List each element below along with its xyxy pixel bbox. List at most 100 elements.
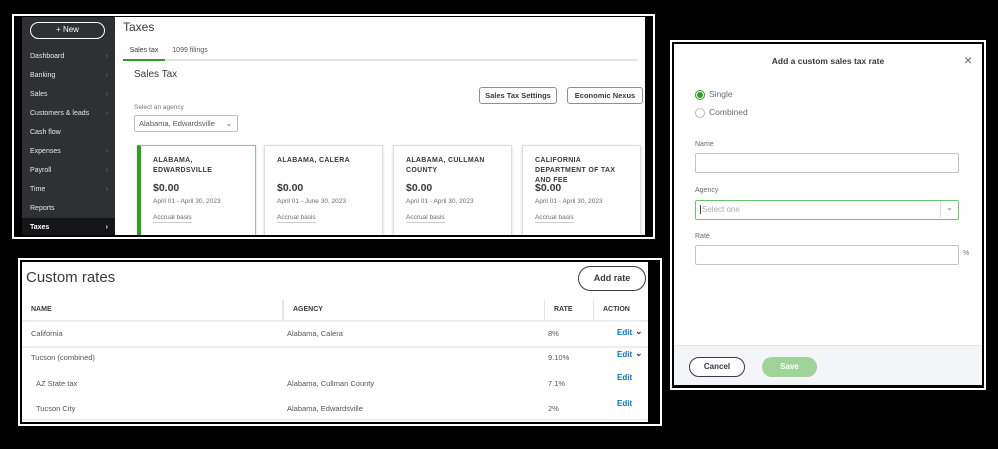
agency-card[interactable]: ALABAMA, CALERA $0.00 April 01 - June 30… [264,145,383,235]
chevron-down-icon[interactable]: ⌄ [635,348,643,358]
taxes-page: + New Dashboard › Banking › Sales › Customers … [22,17,645,235]
sidebar-item-time[interactable]: Time › [22,180,115,199]
name-input[interactable] [695,153,959,173]
sidebar-item-label: Sales [30,91,48,98]
main-content: Taxes Sales tax 1099 filings Sales Tax S… [115,17,645,235]
rate-name: California [31,329,63,338]
column-header-agency[interactable]: AGENCY [283,300,545,320]
percent-suffix: % [963,250,970,257]
sidebar-item-reports[interactable]: Reports [22,199,115,218]
tax-period: April 01 - April 30, 2023 [406,198,474,205]
name-label: Name [695,141,714,148]
sidebar: + New Dashboard › Banking › Sales › Customers … [22,17,115,235]
agency-card[interactable]: ALABAMA, CULLMAN COUNTY $0.00 April 01 -… [393,145,512,235]
agency-select-value: Alabama, Edwardsville [139,119,215,128]
chevron-right-icon: › [105,72,108,79]
tab-1099-filings[interactable]: 1099 filings [172,47,208,54]
rate-value: 7.1% [548,379,566,388]
rate-name: Tucson (combined) [31,353,95,362]
accounting-basis[interactable]: Accrual basis [277,214,316,223]
frame [18,258,662,426]
column-header-action: ACTION [603,306,630,313]
divider [22,346,648,348]
agency-card[interactable]: ALABAMA, EDWARDSVILLE $0.00 April 01 - A… [137,145,256,235]
sidebar-item-label: Reports [30,205,55,212]
rate-input[interactable] [695,245,959,265]
accounting-basis[interactable]: Accrual basis [153,214,192,223]
rate-name: Tucson City [36,404,76,413]
tax-amount: $0.00 [535,182,562,194]
rate-name: AZ State tax [36,379,78,388]
chevron-right-icon: › [105,110,108,117]
sidebar-item-taxes[interactable]: Taxes › [22,218,115,235]
sidebar-item-dashboard[interactable]: Dashboard › [22,47,115,66]
rate-value: 8% [548,329,559,338]
tax-amount: $0.00 [406,182,433,194]
save-button[interactable]: Save [762,357,817,377]
new-button[interactable]: + New [30,22,105,39]
divider [22,419,648,421]
close-icon[interactable]: × [964,52,973,68]
agency-name: ALABAMA, EDWARDSVILLE [153,157,213,174]
edit-link[interactable]: Edit [617,373,633,382]
chevron-right-icon: › [105,53,108,60]
chevron-right-icon: › [105,91,108,98]
agency-name: CALIFORNIA DEPARTMENT OF TAX AND FEE [535,157,616,184]
chevron-right-icon: › [105,167,108,174]
edit-link[interactable]: Edit [617,350,633,359]
tax-amount: $0.00 [153,182,180,194]
tax-period: April 01 - June 30, 2023 [277,198,347,205]
tax-amount: $0.00 [277,182,304,194]
accounting-basis[interactable]: Accrual basis [535,214,574,223]
agency-select[interactable]: Alabama, Edwardsville ⌄ [134,115,238,132]
sales-tax-settings-button[interactable]: Sales Tax Settings [479,87,557,104]
cancel-button[interactable]: Cancel [689,357,745,377]
chevron-down-icon: ⌄ [225,119,232,128]
radio-combined[interactable] [695,108,705,118]
chevron-down-icon[interactable]: ⌄ [635,326,643,336]
sidebar-item-cash-flow[interactable]: Cash flow [22,123,115,142]
dialog-footer: Cancel Save [674,345,982,385]
rate-agency: Alabama, Edwardsville [287,404,363,413]
chevron-right-icon: › [105,186,108,193]
custom-rates-panel: Custom rates Add rate NAME AGENCY RATE A… [22,262,648,422]
section-title: Sales Tax [134,69,178,80]
sidebar-item-customers-leads[interactable]: Customers & leads › [22,104,115,123]
column-header-name[interactable]: NAME [22,300,283,320]
sidebar-item-banking[interactable]: Banking › [22,66,115,85]
sidebar-item-label: Banking [30,72,56,79]
agency-name: ALABAMA, CALERA [277,157,350,164]
chevron-down-icon[interactable]: ⌄ [940,201,958,218]
radio-combined-label: Combined [709,107,748,117]
rate-value: 2% [548,404,559,413]
add-custom-rate-dialog: Add a custom sales tax rate × Single Com… [674,44,982,385]
radio-single-label: Single [709,89,733,99]
sidebar-item-expenses[interactable]: Expenses › [22,142,115,161]
agency-card[interactable]: CALIFORNIA DEPARTMENT OF TAX AND FEE $0.… [522,145,641,235]
tab-underline [123,59,638,61]
agency-select[interactable]: Select one ⌄ [695,200,959,220]
rate-value: 9.10% [548,353,570,362]
tab-sales-tax[interactable]: Sales tax [123,45,165,61]
edit-link[interactable]: Edit [617,399,633,408]
sidebar-item-label: Dashboard [30,53,65,60]
accounting-basis[interactable]: Accrual basis [406,214,445,223]
sidebar-item-payroll[interactable]: Payroll › [22,161,115,180]
edit-link[interactable]: Edit [617,328,633,337]
sidebar-item-label: Taxes [30,224,50,231]
economic-nexus-button[interactable]: Economic Nexus [567,87,643,104]
sidebar-item-label: Time [30,186,46,193]
page-title: Taxes [123,20,155,34]
agency-label: Select an agency [134,104,184,111]
add-rate-button[interactable]: Add rate [578,266,646,291]
column-header-rate[interactable]: RATE [545,300,594,320]
frame [12,14,655,239]
radio-single[interactable] [695,90,705,100]
sidebar-item-sales[interactable]: Sales › [22,85,115,104]
tax-period: April 01 - April 30, 2023 [535,198,603,205]
sidebar-item-label: Expenses [30,148,61,155]
sidebar-item-label: Customers & leads [30,110,90,117]
agency-name: ALABAMA, CULLMAN COUNTY [406,157,485,174]
agency-label: Agency [695,187,719,194]
divider [22,320,648,322]
